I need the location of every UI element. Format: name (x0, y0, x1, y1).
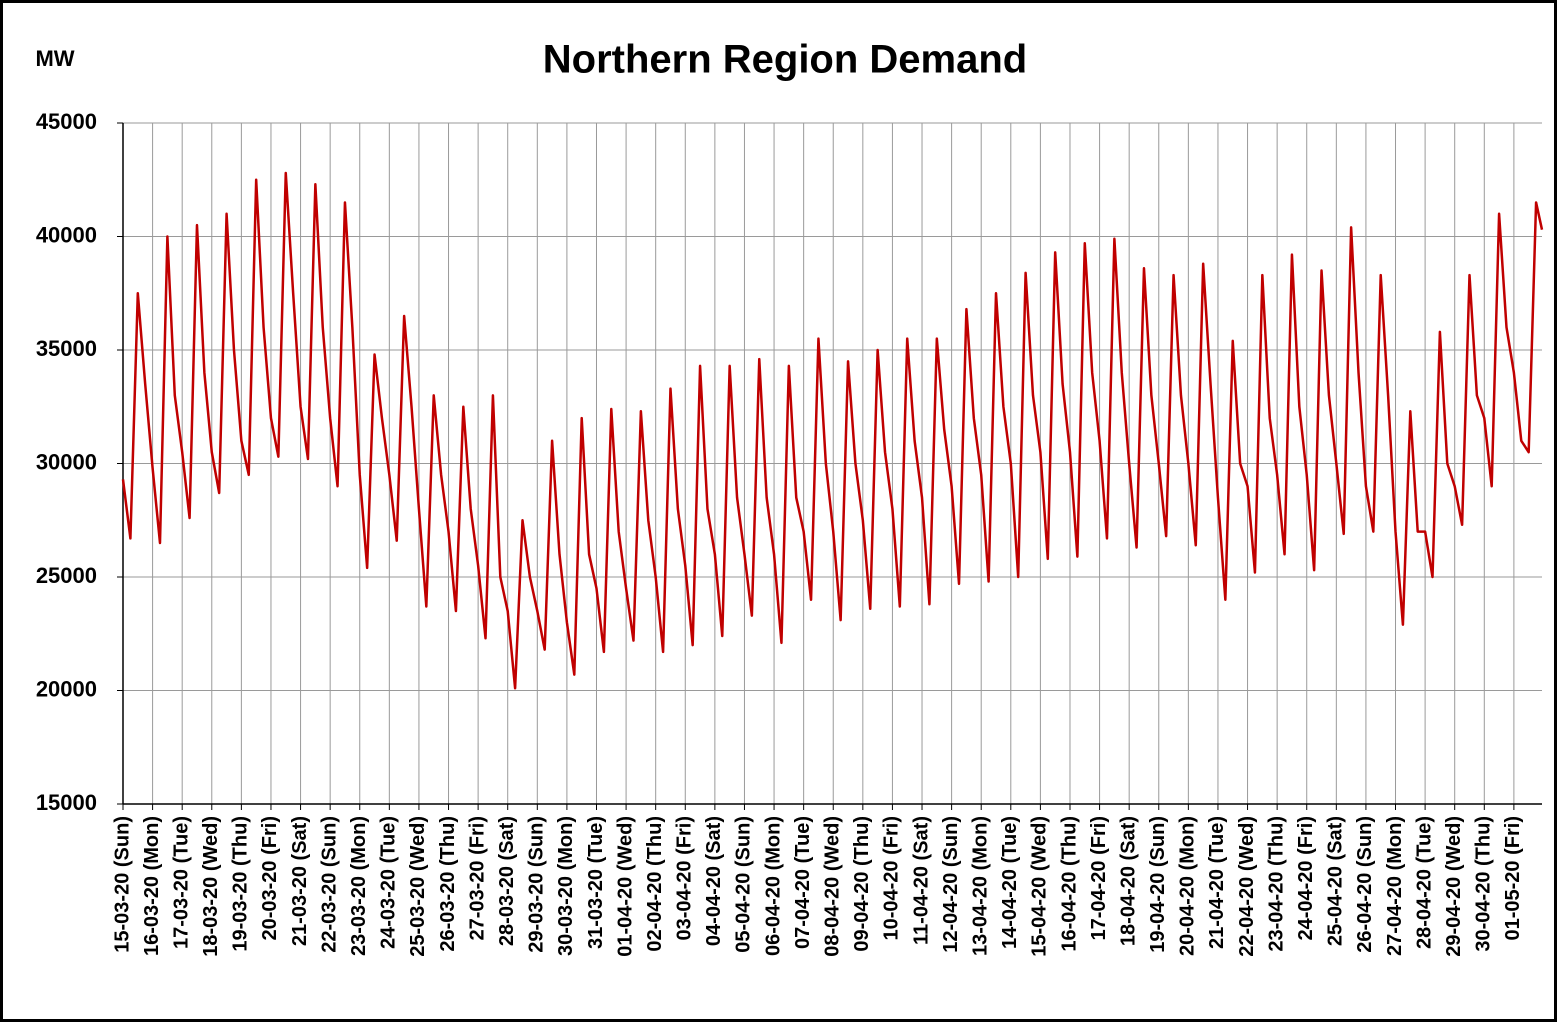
y-tick-label: 35000 (36, 336, 97, 361)
demand-line (121, 171, 1544, 690)
y-axis-label: MW (35, 46, 74, 71)
x-tick-label: 16-03-20 (Mon) (141, 816, 163, 956)
y-tick-label: 30000 (36, 449, 97, 474)
x-tick-label: 27-03-20 (Fri) (466, 816, 488, 941)
x-tick-label: 24-03-20 (Tue) (378, 816, 400, 949)
x-tick-label: 19-03-20 (Thu) (230, 816, 252, 952)
x-tick-label: 23-03-20 (Mon) (348, 816, 370, 956)
x-tick-label: 30-03-20 (Mon) (555, 816, 577, 956)
x-tick-label: 01-05-20 (Fri) (1502, 816, 1524, 941)
x-tick-label: 17-03-20 (Tue) (170, 816, 192, 949)
x-tick-label: 09-04-20 (Thu) (851, 816, 873, 952)
x-tick-label: 01-04-20 (Wed) (614, 816, 636, 957)
x-tick-label: 30-04-20 (Thu) (1473, 816, 1495, 952)
x-tick-label: 17-04-20 (Fri) (1088, 816, 1110, 941)
x-tick-label: 21-03-20 (Sat) (289, 816, 311, 946)
x-tick-label: 12-04-20 (Sun) (940, 816, 962, 953)
x-tick-label: 29-04-20 (Wed) (1443, 816, 1465, 957)
x-tick-label: 18-04-20 (Sat) (1117, 816, 1139, 946)
x-tick-label: 22-04-20 (Wed) (1236, 816, 1258, 957)
x-tick-label: 25-03-20 (Wed) (407, 816, 429, 957)
x-tick-label: 05-04-20 (Sun) (733, 816, 755, 953)
x-tick-label: 28-03-20 (Sat) (496, 816, 518, 946)
x-tick-label: 07-04-20 (Tue) (792, 816, 814, 949)
y-tick-label: 15000 (36, 790, 97, 815)
x-tick-label: 24-04-20 (Fri) (1295, 816, 1317, 941)
chart-title: Northern Region Demand (543, 38, 1027, 82)
x-tick-label: 29-03-20 (Sun) (526, 816, 548, 953)
y-tick-label: 20000 (36, 676, 97, 701)
x-tick-label: 06-04-20 (Mon) (762, 816, 784, 956)
x-tick-label: 22-03-20 (Sun) (318, 816, 340, 953)
x-tick-label: 15-04-20 (Wed) (1029, 816, 1051, 957)
x-tick-label: 03-04-20 (Fri) (674, 816, 696, 941)
x-tick-label: 26-04-20 (Sun) (1354, 816, 1376, 953)
x-tick-label: 20-04-20 (Mon) (1177, 816, 1199, 956)
x-tick-label: 26-03-20 (Thu) (437, 816, 459, 952)
x-tick-label: 20-03-20 (Fri) (259, 816, 281, 941)
x-tick-label: 28-04-20 (Tue) (1413, 816, 1435, 949)
x-tick-label: 21-04-20 (Tue) (1206, 816, 1228, 949)
y-tick-label: 25000 (36, 563, 97, 588)
x-tick-label: 08-04-20 (Wed) (822, 816, 844, 957)
x-tick-label: 27-04-20 (Mon) (1384, 816, 1406, 956)
x-tick-label: 19-04-20 (Sun) (1147, 816, 1169, 953)
x-tick-label: 13-04-20 (Mon) (969, 816, 991, 956)
x-tick-label: 02-04-20 (Thu) (644, 816, 666, 952)
x-tick-label: 15-03-20 (Sun) (111, 816, 133, 953)
x-tick-label: 25-04-20 (Sat) (1325, 816, 1347, 946)
x-tick-label: 04-04-20 (Sat) (703, 816, 725, 946)
y-tick-label: 40000 (36, 222, 97, 247)
x-tick-label: 23-04-20 (Thu) (1265, 816, 1287, 952)
x-tick-label: 10-04-20 (Fri) (881, 816, 903, 941)
x-tick-label: 11-04-20 (Sat) (910, 816, 932, 945)
y-tick-label: 45000 (36, 109, 97, 134)
x-tick-label: 31-03-20 (Tue) (585, 816, 607, 949)
x-tick-label: 14-04-20 (Tue) (999, 816, 1021, 949)
x-tick-label: 18-03-20 (Wed) (200, 816, 222, 957)
x-tick-label: 16-04-20 (Thu) (1058, 816, 1080, 952)
